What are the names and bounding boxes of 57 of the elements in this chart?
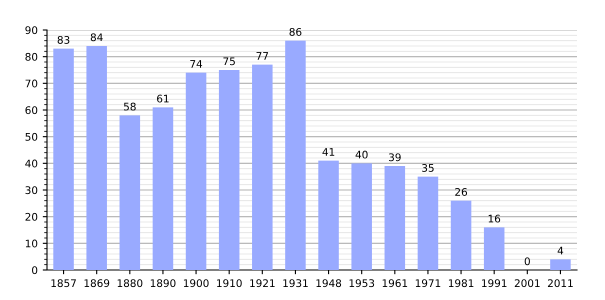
- x-tick-label: 1971: [416, 279, 440, 288]
- y-tick-label: 30: [26, 186, 38, 194]
- bar: [120, 115, 140, 270]
- y-tick-label: 0: [32, 266, 38, 274]
- bar: [53, 48, 74, 270]
- x-tick-label: 1961: [382, 279, 408, 288]
- data-label: 74: [190, 60, 202, 68]
- bar: [252, 64, 273, 270]
- bar: [550, 259, 571, 270]
- y-tick-label: 60: [25, 106, 38, 114]
- x-tick-label: 2001: [514, 279, 540, 288]
- x-tick-label: 1869: [84, 279, 110, 288]
- bar: [86, 46, 107, 270]
- x-tick-label: 1900: [184, 279, 209, 288]
- data-label: 41: [322, 148, 334, 156]
- data-label: 83: [58, 36, 70, 44]
- bar: [450, 200, 472, 270]
- y-tick-label: 20: [25, 212, 38, 221]
- x-tick-label: 1931: [283, 279, 308, 288]
- x-tick-label: 1880: [118, 279, 142, 288]
- bar: [285, 40, 306, 270]
- data-label: 0: [524, 257, 530, 266]
- y-tick-label: 80: [25, 52, 38, 61]
- x-tick-label: 1991: [482, 279, 506, 288]
- y-tick-label: 70: [26, 80, 38, 88]
- bar: [186, 72, 206, 270]
- data-label: 16: [488, 214, 500, 223]
- data-label: 86: [290, 28, 302, 36]
- data-label: 35: [422, 164, 434, 172]
- data-label: 77: [256, 52, 268, 60]
- x-tick-label: 1921: [250, 279, 275, 288]
- data-label: 75: [223, 57, 235, 66]
- x-tick-label: 1981: [448, 279, 474, 288]
- bar: [318, 160, 339, 270]
- data-label: 39: [388, 153, 401, 162]
- data-label: 84: [90, 33, 103, 42]
- bar: [218, 70, 240, 270]
- x-tick-label: 1948: [316, 279, 342, 288]
- x-tick-label: 1953: [350, 279, 374, 288]
- y-tick-label: 90: [25, 26, 38, 34]
- bar: [484, 227, 504, 270]
- data-label: 61: [157, 94, 169, 103]
- data-label: 58: [124, 102, 136, 111]
- x-tick-label: 2011: [548, 279, 573, 288]
- data-label: 26: [455, 188, 468, 196]
- x-tick-label: 1890: [150, 279, 176, 288]
- x-tick-label: 1857: [51, 279, 76, 288]
- y-tick-label: 10: [26, 240, 38, 248]
- bar: [418, 176, 438, 270]
- x-tick-label: 1910: [217, 279, 242, 288]
- y-tick-label: 40: [25, 160, 38, 168]
- bar: [351, 163, 372, 270]
- data-label: 40: [356, 150, 368, 159]
- data-label: 4: [558, 246, 564, 254]
- bar: [152, 107, 174, 270]
- y-tick-label: 50: [26, 132, 38, 141]
- bar: [384, 166, 406, 270]
